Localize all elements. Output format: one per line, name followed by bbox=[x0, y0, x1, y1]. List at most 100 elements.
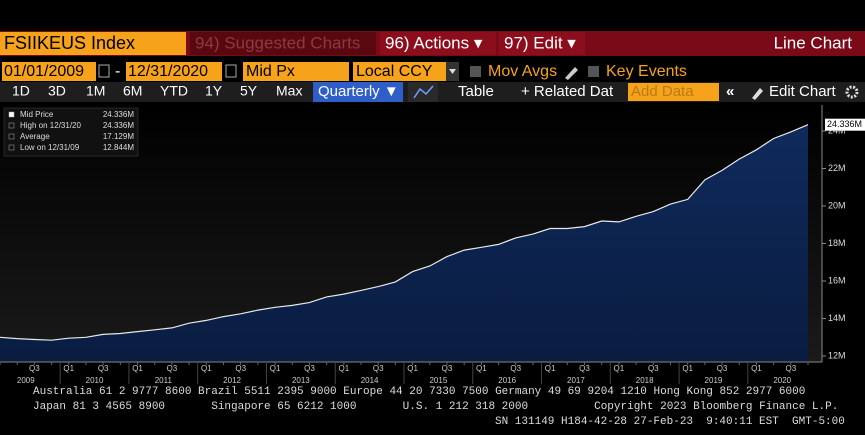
year-label: 2019 bbox=[705, 376, 723, 385]
edit-label: 97) Edit ▾ bbox=[504, 33, 576, 52]
plot: 12M14M16M18M20M22M24M24.336MQ3Q1Q3Q1Q3Q1… bbox=[0, 105, 865, 385]
actions-button[interactable] bbox=[380, 32, 496, 55]
range-button[interactable]: 3D bbox=[48, 83, 66, 99]
range-button[interactable]: 1M bbox=[86, 83, 105, 99]
year-label: 2013 bbox=[292, 376, 310, 385]
footer: Australia 61 2 9777 8600 Brazil 5511 239… bbox=[33, 386, 845, 428]
mov-avgs-label: Mov Avgs bbox=[488, 63, 557, 80]
year-label: 2014 bbox=[361, 376, 379, 385]
suggested-button[interactable] bbox=[190, 32, 376, 55]
range-button[interactable]: 6M bbox=[123, 83, 142, 99]
last-value-tag bbox=[825, 118, 865, 131]
range-button[interactable]: Max bbox=[276, 83, 302, 99]
range-button[interactable]: 1D bbox=[12, 83, 30, 99]
collapse-button[interactable]: « bbox=[726, 83, 734, 100]
legend-value: 24.336M bbox=[103, 110, 134, 119]
y-tick-label: 18M bbox=[828, 238, 846, 248]
y-tick-label: 14M bbox=[828, 313, 846, 323]
year-label: 2020 bbox=[773, 376, 791, 385]
period-label: Quarterly ▼ bbox=[318, 83, 399, 100]
range-button[interactable]: YTD bbox=[160, 83, 188, 99]
pencil-icon[interactable] bbox=[565, 67, 578, 80]
dropdown-glyph bbox=[449, 69, 456, 74]
currency-label: Local CCY bbox=[356, 63, 433, 80]
x-tick-label: Q3 bbox=[29, 364, 40, 373]
x-tick-label: Q3 bbox=[98, 364, 109, 373]
legend-swatch bbox=[8, 111, 15, 118]
footer-line: Japan 81 3 4565 8900 Singapore 65 6212 1… bbox=[33, 401, 838, 413]
year-label: 2016 bbox=[498, 376, 516, 385]
x-tick-label: Q1 bbox=[270, 364, 281, 373]
x-tick-label: Q3 bbox=[579, 364, 590, 373]
x-tick-label: Q1 bbox=[63, 364, 74, 373]
y-tick-label: 16M bbox=[828, 275, 846, 285]
x-tick-label: Q1 bbox=[682, 364, 693, 373]
x-tick-label: Q3 bbox=[785, 364, 796, 373]
legend-value: 17.129M bbox=[103, 132, 134, 141]
x-tick-label: Q3 bbox=[442, 364, 453, 373]
currency-field[interactable] bbox=[353, 62, 459, 81]
related-data-button[interactable]: + Related Dat bbox=[521, 83, 614, 100]
x-tick-label: Q3 bbox=[648, 364, 659, 373]
x-tick-label: Q1 bbox=[614, 364, 625, 373]
ticker: FSIIKEUS Index bbox=[4, 33, 135, 53]
legend-value: 24.336M bbox=[103, 121, 134, 130]
date-separator: - bbox=[115, 63, 120, 80]
edit-button[interactable] bbox=[499, 32, 585, 55]
suggested-label: 94) Suggested Charts bbox=[195, 33, 360, 52]
x-tick-label: Q1 bbox=[132, 364, 143, 373]
x-tick-label: Q3 bbox=[717, 364, 728, 373]
key-events-label: Key Events bbox=[606, 63, 687, 80]
legend-label: Mid Price bbox=[20, 110, 54, 119]
x-tick-label: Q1 bbox=[476, 364, 487, 373]
year-label: 2018 bbox=[636, 376, 654, 385]
y-tick-label: 22M bbox=[828, 163, 846, 173]
year-label: 2017 bbox=[567, 376, 585, 385]
last-value-label: 24.336M bbox=[827, 119, 862, 129]
range-button[interactable]: 5Y bbox=[240, 83, 258, 99]
calendar-icon[interactable] bbox=[98, 64, 110, 78]
year-label: 2010 bbox=[86, 376, 104, 385]
edit-icon bbox=[752, 88, 763, 100]
y-tick-label: 12M bbox=[828, 350, 846, 360]
edit-chart-button[interactable]: Edit Chart bbox=[769, 83, 837, 100]
price-field-label: Mid Px bbox=[246, 63, 295, 80]
chart-type: Line Chart bbox=[774, 33, 853, 52]
period-button[interactable] bbox=[313, 82, 403, 102]
chart-icon bbox=[413, 85, 434, 99]
x-tick-label: Q1 bbox=[201, 364, 212, 373]
legend-label: High on 12/31/20 bbox=[20, 121, 81, 130]
x-tick-label: Q1 bbox=[751, 364, 762, 373]
actions-label: 96) Actions ▾ bbox=[385, 33, 483, 52]
end-date-field[interactable] bbox=[126, 62, 222, 81]
x-tick-label: Q3 bbox=[304, 364, 315, 373]
year-label: 2009 bbox=[17, 376, 35, 385]
legend-swatch bbox=[8, 144, 15, 151]
calendar-icon[interactable] bbox=[225, 64, 237, 78]
settings-icon[interactable] bbox=[845, 85, 859, 99]
add-data-placeholder: Add Data bbox=[631, 83, 694, 100]
mov-avgs-checkbox[interactable] bbox=[470, 66, 481, 77]
x-tick-label: Q1 bbox=[407, 364, 418, 373]
ticker-box[interactable] bbox=[0, 32, 186, 55]
price-field[interactable] bbox=[243, 62, 349, 81]
x-tick-label: Q3 bbox=[510, 364, 521, 373]
range-buttons: 1D 3D 1M 6M YTD 1Y 5Y Max bbox=[12, 83, 302, 99]
start-date: 01/01/2009 bbox=[4, 63, 84, 80]
add-data-field[interactable] bbox=[628, 83, 719, 101]
x-tick-label: Q3 bbox=[235, 364, 246, 373]
legend: Mid Price 24.336M High on 12/31/20 24.336M A… bbox=[8, 110, 134, 152]
range-button[interactable]: 1Y bbox=[205, 83, 223, 99]
footer-line: Australia 61 2 9777 8600 Brazil 5511 239… bbox=[33, 386, 805, 398]
x-tick-label: Q1 bbox=[545, 364, 556, 373]
legend-swatch bbox=[8, 133, 15, 140]
start-date-field[interactable] bbox=[2, 62, 96, 81]
x-tick-label: Q3 bbox=[373, 364, 384, 373]
line bbox=[0, 124, 809, 341]
year-label: 2015 bbox=[429, 376, 447, 385]
legend-box bbox=[3, 107, 139, 157]
area bbox=[0, 124, 808, 362]
year-label: 2012 bbox=[223, 376, 241, 385]
table-button[interactable]: Table bbox=[458, 83, 494, 100]
key-events-checkbox[interactable] bbox=[588, 66, 599, 77]
